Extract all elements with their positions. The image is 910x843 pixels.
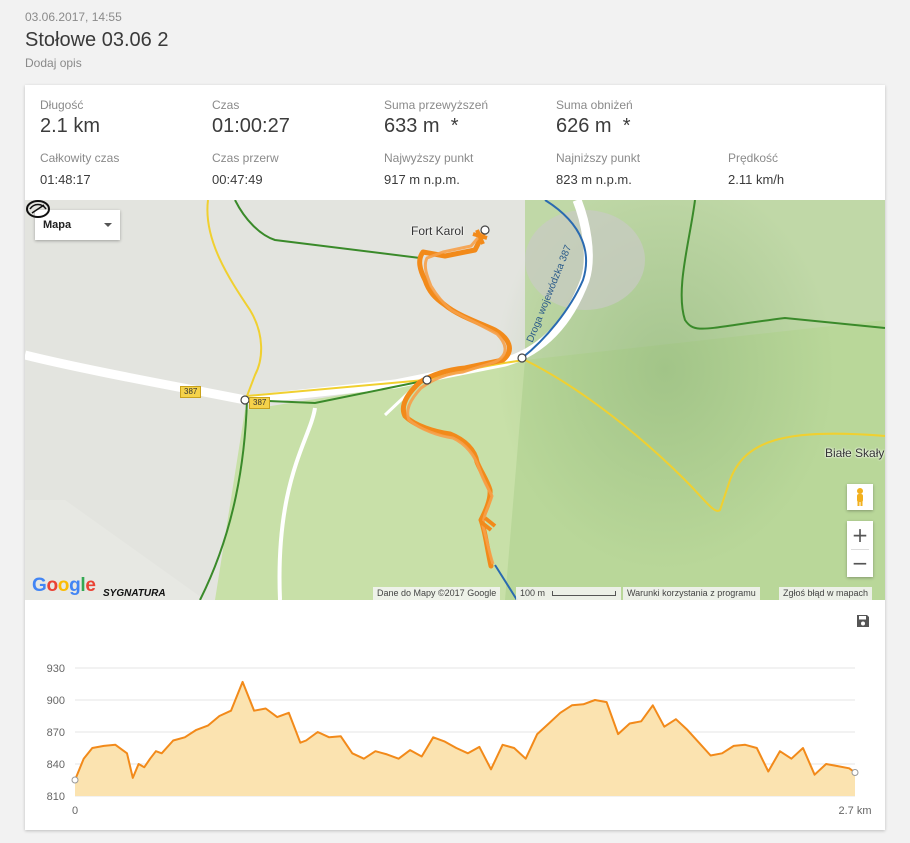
stat-lowest-point: Najniższy punkt 823 m n.p.m. (556, 151, 640, 187)
stat-label: Najwyższy punkt (384, 151, 474, 165)
pegman-icon (857, 488, 863, 506)
stat-label: Czas (212, 98, 240, 112)
activity-date: 03.06.2017, 14:55 (25, 10, 122, 24)
report-error-link[interactable]: Zgłoś błąd w mapach (779, 587, 873, 600)
gps-track (400, 227, 512, 569)
stat-label: Suma przewyższeń (384, 98, 489, 112)
chevron-down-icon (104, 223, 112, 227)
waypoint-marker[interactable] (240, 395, 250, 405)
y-tick-label: 810 (47, 791, 65, 803)
google-logo[interactable]: Google (32, 575, 96, 596)
road-shield-387: 387 (249, 397, 271, 409)
x-tick-label: 2.7 km (838, 805, 871, 817)
map-type-value: Mapa (43, 219, 72, 231)
stat-value: 2.1 km (40, 115, 101, 137)
activity-card: Długość 2.1 km Czas 01:00:27 Suma przewy… (25, 85, 885, 830)
stat-label: Prędkość (728, 151, 779, 165)
map-attribution: Dane do Mapy ©2017 Google (373, 587, 501, 600)
elevation-point (71, 776, 79, 784)
x-tick-label: 0 (72, 805, 78, 817)
stat-value: 2.11 km/h (728, 172, 785, 187)
stat-time: Czas 01:00:27 (212, 98, 290, 138)
stat-total-time: Całkowity czas 01:48:17 (40, 151, 119, 187)
stat-value: 633 m * (384, 115, 459, 137)
save-icon[interactable] (856, 614, 870, 628)
road-blue-line (521, 200, 588, 359)
stat-distance: Długość 2.1 km (40, 98, 100, 138)
stat-speed: Prędkość 2.11 km/h (728, 151, 784, 187)
y-tick-label: 900 (47, 695, 65, 707)
stat-label: Suma obniżeń (556, 98, 633, 112)
stat-value: 01:48:17 (40, 172, 91, 187)
stat-label: Najniższy punkt (556, 151, 641, 165)
trail-green (234, 200, 421, 259)
map-type-select[interactable]: Mapa (35, 210, 120, 240)
road-shield-387: 387 (180, 386, 202, 398)
trail-green (680, 200, 885, 330)
elevation-line (74, 680, 856, 781)
y-tick-label: 840 (47, 759, 65, 771)
elevation-point (851, 769, 859, 777)
trail-yellow (206, 200, 885, 512)
activity-title: Stołowe 03.06 2 (25, 29, 169, 51)
stat-highest-point: Najwyższy punkt 917 m n.p.m. (384, 151, 473, 187)
waypoint-marker[interactable] (422, 375, 432, 385)
scale-bar (552, 591, 616, 596)
map-base (25, 500, 205, 600)
route-map[interactable]: Fort Karol Białe Skały Droga wojewódzka … (25, 200, 885, 600)
zoom-in-button[interactable]: + (851, 523, 869, 547)
stat-label: Długość (40, 98, 84, 112)
stat-value: 626 m * (556, 115, 631, 137)
trail-green (199, 399, 248, 600)
stat-value: 823 m n.p.m. (556, 172, 632, 187)
add-description-link[interactable]: Dodaj opis (25, 56, 82, 70)
y-tick-label: 870 (47, 727, 65, 739)
divider (851, 549, 869, 550)
label-fort-karol: Fort Karol (411, 224, 464, 238)
street-view-button[interactable] (847, 484, 873, 510)
zoom-control: + − (847, 521, 873, 577)
road-blue-line (494, 564, 518, 600)
map-canvas[interactable] (25, 200, 885, 600)
poi-marker[interactable] (480, 225, 490, 235)
zoom-out-button[interactable]: − (851, 551, 869, 575)
sygnatura-logo-icon (26, 200, 50, 218)
stat-break-time: Czas przerw 00:47:49 (212, 151, 279, 187)
stat-value: 00:47:49 (212, 172, 263, 187)
stat-label: Całkowity czas (40, 151, 120, 165)
map-scale: 100 m (516, 587, 621, 600)
stat-label: Czas przerw (212, 151, 279, 165)
sygnatura-logo-text: SYGNATURA (103, 588, 166, 599)
terms-link[interactable]: Warunki korzystania z programu (623, 587, 760, 600)
stat-value: 917 m n.p.m. (384, 172, 460, 187)
elevation-area (75, 681, 855, 796)
road-minor (277, 407, 317, 600)
map-scale-label: 100 m (520, 588, 546, 598)
label-biale-skaly: Białe Skały (825, 446, 885, 460)
stat-ascent: Suma przewyższeń 633 m * (384, 98, 488, 138)
y-tick-label: 930 (47, 663, 65, 675)
stat-value: 01:00:27 (212, 115, 290, 137)
elevation-chart[interactable]: 810 840 870 900 930 0 2.7 km (25, 640, 885, 830)
stat-descent: Suma obniżeń 626 m * (556, 98, 633, 138)
waypoint-marker[interactable] (517, 353, 527, 363)
